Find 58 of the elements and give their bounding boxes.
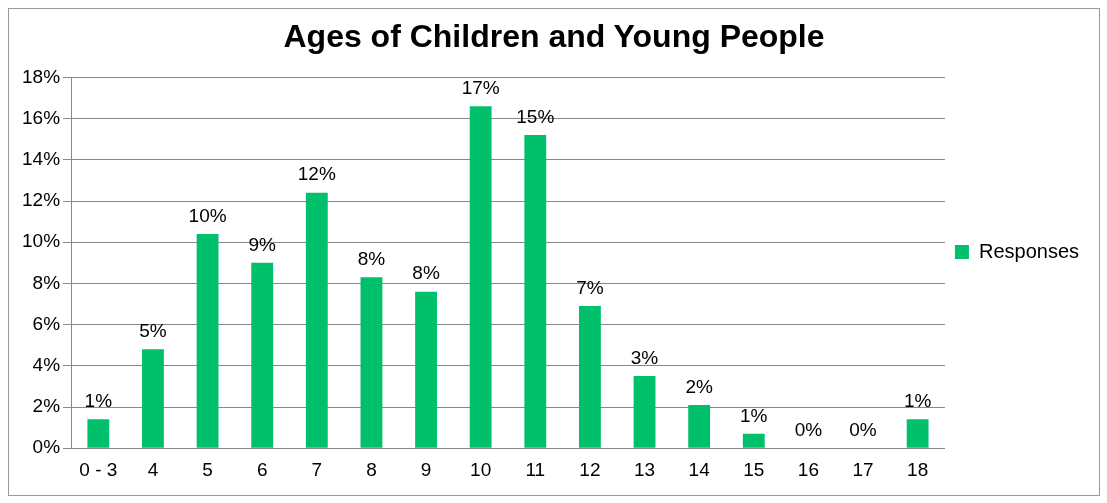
x-tick-label: 7 [311,458,323,480]
bar [360,277,383,448]
x-tick-label: 10 [470,458,492,480]
data-label: 1% [740,404,768,426]
bar [524,135,547,448]
bar [633,376,656,448]
y-tick-label: 12% [22,189,61,211]
data-label: 1% [84,390,113,412]
bar [415,291,437,448]
data-label: 9% [248,233,277,255]
data-label: 2% [685,375,713,397]
data-label: 8% [357,247,386,269]
x-tick-label: 0 - 3 [79,458,118,480]
bar [305,192,328,448]
x-tick-label: 15 [743,458,765,480]
x-tick-label: 14 [688,458,711,480]
x-tick-label: 13 [633,458,656,480]
y-tick-label: 4% [32,354,61,376]
y-tick-label: 10% [22,230,61,252]
data-label: 17% [461,76,500,98]
data-label: 1% [903,390,932,412]
data-label: 7% [576,276,604,298]
x-tick-label: 17 [852,458,874,480]
bar [251,262,274,448]
x-tick-label: 5 [202,458,213,480]
bar [906,419,929,448]
data-label: 0% [849,418,877,440]
x-tick-label: 12 [579,458,601,480]
x-tick-label: 16 [797,458,819,480]
bar [469,106,492,448]
x-tick-label: 6 [256,458,268,480]
legend-label: Responses [978,239,1079,262]
y-tick-label: 6% [32,312,61,334]
bar [87,419,110,448]
data-label: 3% [630,346,659,368]
y-tick-label: 0% [32,436,61,458]
data-label: 0% [794,418,823,440]
data-label: 12% [297,163,336,185]
x-tick-label: 4 [147,458,159,480]
x-tick-label: 18 [907,458,929,480]
data-label: 8% [412,262,440,284]
chart-title: Ages of Children and Young People [283,18,825,55]
x-tick-label: 8 [366,458,377,480]
y-tick-label: 18% [22,65,61,87]
bar [196,233,219,448]
data-label: 15% [516,105,555,127]
data-label: 10% [188,204,227,226]
x-tick-label: 9 [420,458,432,480]
bar [142,349,164,448]
y-tick-label: 16% [22,106,61,128]
x-tick-label: 11 [525,458,546,480]
data-label: 5% [139,320,167,342]
bar [578,306,601,448]
y-tick-label: 8% [32,271,61,293]
bar [688,404,711,448]
y-tick-label: 2% [32,395,61,417]
bar [742,433,765,448]
y-tick-label: 14% [22,148,61,170]
